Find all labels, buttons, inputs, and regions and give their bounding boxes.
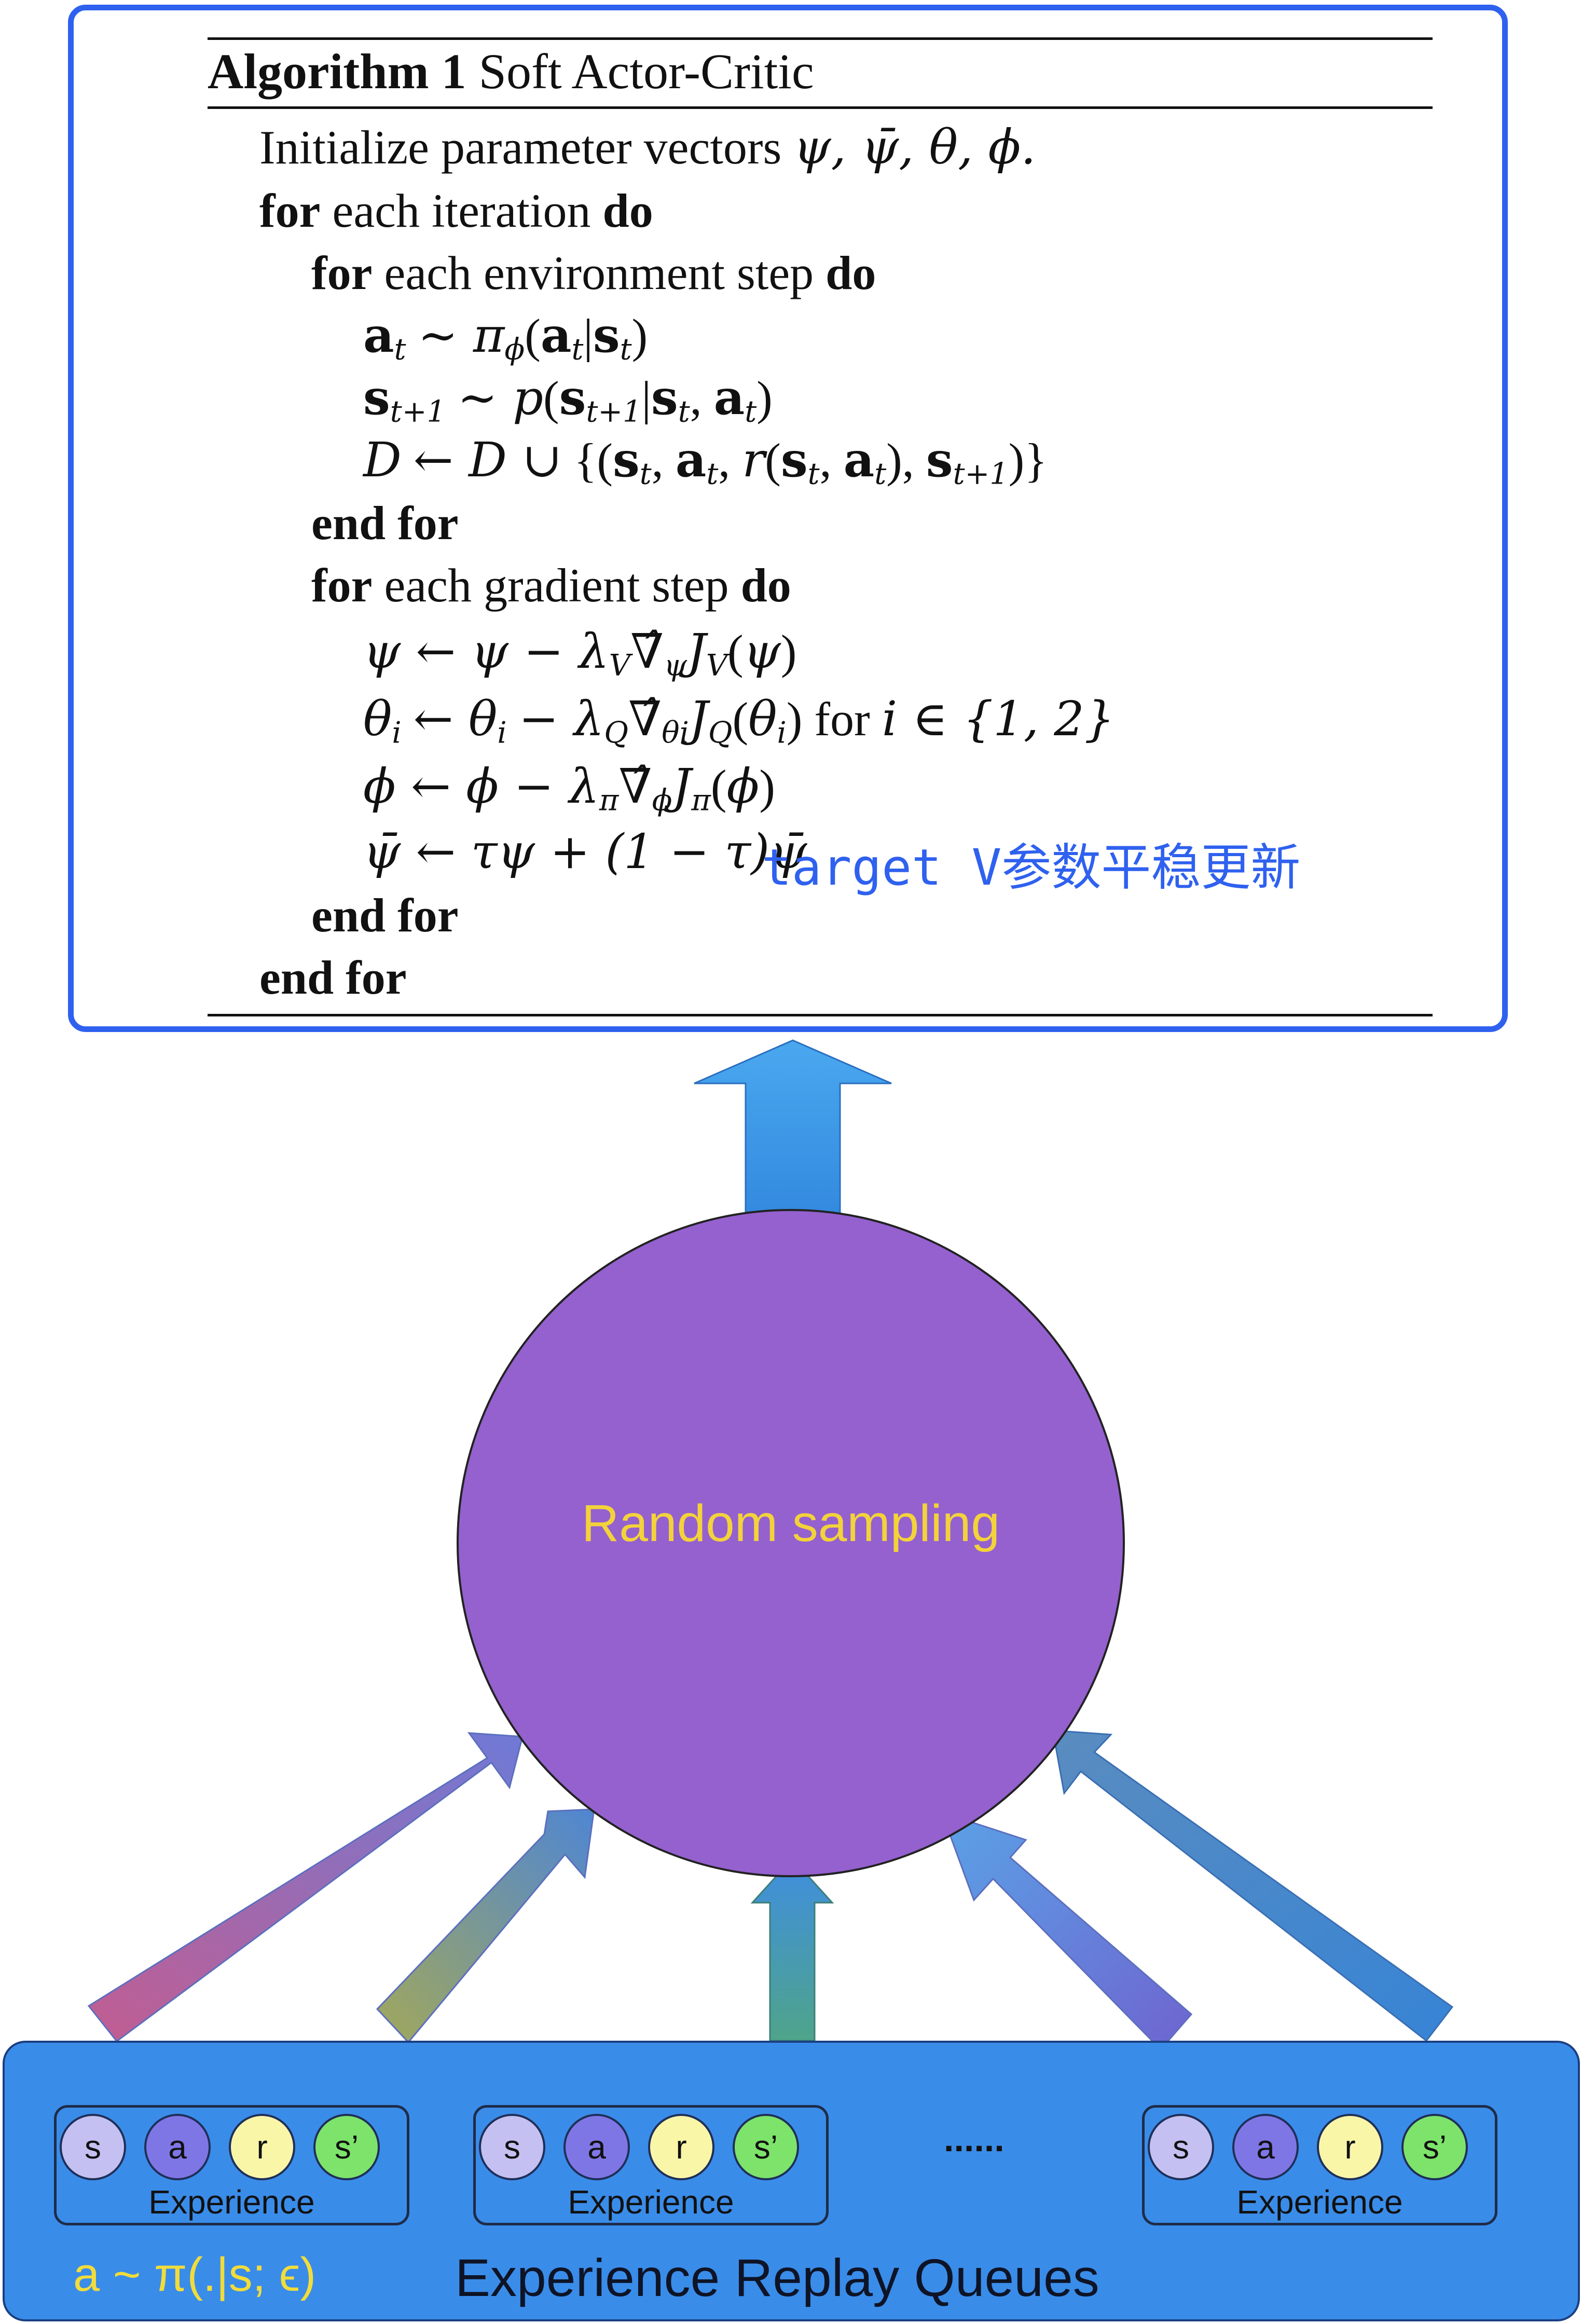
outer-end-for: end for [259,951,407,1004]
action-sample-line: at ∼ πϕ(at|st) [363,307,648,367]
sample-arrow-1 [87,1732,524,2043]
transition-op: ∼ p [457,370,544,425]
algorithm-box [68,5,1508,1032]
next-state-token: s’ [1401,2114,1468,2180]
init-text: Initialize parameter vectors [259,121,782,174]
experience-group-1: s a r s’ Experience [54,2105,409,2225]
target-update-annotation: target V参数平稳更新 [762,838,1301,897]
psi-update: ψ ← ψ − λ [363,624,609,679]
experience-label: Experience [148,2183,315,2221]
random-sampling-circle: Random sampling [457,1209,1125,1877]
env-step-text: each environment step [384,246,814,299]
replay-queue-title: Experience Replay Queues [455,2248,1099,2307]
sample-arrow-2 [376,1808,595,2044]
experience-label: Experience [1236,2183,1403,2221]
buffer-op: ← D ∪ [413,432,562,488]
env-for-line: for each environment step do [311,249,876,297]
up-arrow [694,1039,892,1225]
state-token: s [479,2114,545,2180]
for-keyword: for [259,184,321,237]
iteration-text: each iteration [332,184,591,237]
theta-symbol: θ [363,691,392,747]
next-state-token: s’ [733,2114,799,2180]
sample-arrow-3 [750,1857,834,2042]
algorithm-label: Algorithm 1 [208,44,466,99]
action-token: a [1232,2114,1299,2180]
init-vars: ψ, ψ̄, θ, ϕ. [793,119,1036,175]
for-keyword: for [311,559,373,612]
bottom-rule [208,1014,1433,1016]
outer-for-line: for each iteration do [259,187,653,235]
do-keyword: do [740,559,791,612]
theta-update-line: θi ← θi − λQ∇̂θiJQ(θi) for i ∈ {1, 2} [363,691,1115,750]
psi-update-line: ψ ← ψ − λV∇̂ψJV(ψ) [363,624,797,683]
target-update-line: ψ̄ ← τψ + (1 − τ)ψ̄ [363,824,807,879]
sample-arrow-4 [940,1811,1193,2051]
do-keyword: do [602,184,653,237]
reward-token: r [229,2114,295,2180]
theta-index-set: i ∈ {1, 2} [882,691,1115,747]
reward-token: r [648,2114,714,2180]
sample-arrow-5 [1052,1729,1454,2042]
top-rule [208,37,1433,40]
env-end-for: end for [311,497,459,549]
action-token: a [563,2114,630,2180]
experience-label: Experience [568,2183,734,2221]
state-token: s [60,2114,126,2180]
do-keyword: do [826,246,876,299]
action-token: a [144,2114,211,2180]
init-line: Initialize parameter vectors ψ, ψ̄, θ, ϕ… [259,121,1036,174]
title-rule [208,106,1433,109]
experience-group-2: s a r s’ Experience [473,2105,829,2225]
behavior-policy-label: a ~ π(.|s; ϵ) [73,2248,316,2301]
phi-update-line: ϕ ← ϕ − λπ∇̂ϕJπ(ϕ) [363,759,775,818]
next-state-token: s’ [313,2114,380,2180]
state-token: s [1148,2114,1214,2180]
action-sample-op: ∼ π [418,308,505,363]
phi-update: ϕ ← ϕ − λ [363,759,599,814]
replay-queue-panel: s a r s’ Experience s a r s’ Experience … [3,2041,1580,2321]
queue-ellipsis: ...... [944,2119,1005,2159]
grad-for-line: for each gradient step do [311,561,791,609]
reward-token: r [1317,2114,1383,2180]
transition-line: st+1 ∼ p(st+1|st, at) [363,369,773,429]
algorithm-name: Soft Actor-Critic [478,44,814,99]
random-sampling-label: Random sampling [582,1494,1000,1552]
grad-step-text: each gradient step [384,559,729,612]
for-keyword: for [311,246,373,299]
theta-for-word: for [814,693,870,746]
experience-group-3: s a r s’ Experience [1142,2105,1497,2225]
buffer-line: D ← D ∪ {(st, at, r(st, at), st+1)} [363,432,1048,491]
grad-end-for: end for [311,889,459,942]
algorithm-title: Algorithm 1 Soft Actor-Critic [208,43,814,100]
